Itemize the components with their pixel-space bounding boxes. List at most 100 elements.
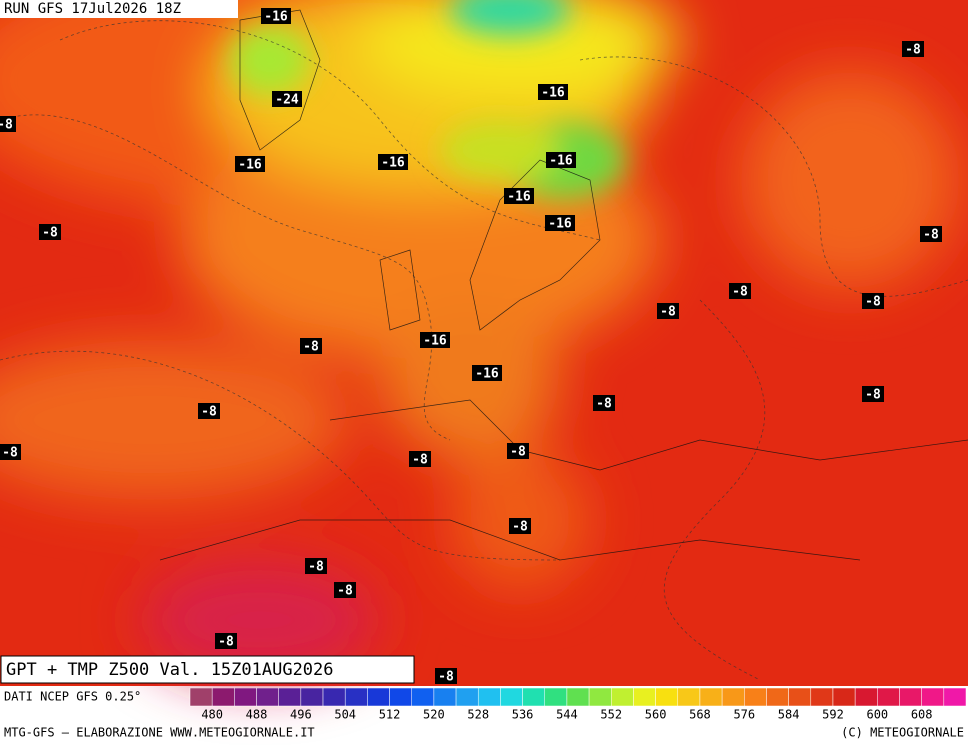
scale-swatch: [433, 687, 457, 707]
contour-label: -8: [201, 405, 217, 420]
label-box: [593, 395, 615, 411]
label-box: [0, 444, 21, 460]
scale-label: 608: [911, 708, 933, 722]
label-box: [507, 443, 529, 459]
scale-swatch: [211, 687, 235, 707]
contour-label: -16: [548, 217, 572, 232]
label-box: [272, 91, 302, 107]
scale-label: 480: [201, 708, 223, 722]
contour-label: -16: [541, 86, 565, 101]
scale-swatch: [411, 687, 435, 707]
label-box: [420, 332, 450, 348]
label-box: [546, 152, 576, 168]
label-box: [39, 224, 61, 240]
scale-swatch: [832, 687, 856, 707]
scale-swatch: [766, 687, 789, 707]
scale-swatch: [744, 687, 767, 707]
scale-swatch: [300, 687, 324, 707]
contour-label: -24: [275, 93, 299, 108]
scale-swatch: [234, 687, 257, 707]
label-box: [261, 8, 291, 24]
contour-label: -8: [865, 295, 881, 310]
field: [0, 0, 968, 686]
scale-swatch: [367, 687, 390, 707]
scale-label: 512: [379, 708, 401, 722]
map-title: GPT + TMP Z500 Val. 15Z01AUG2026: [6, 660, 334, 680]
scale-label: 576: [733, 708, 755, 722]
scale-swatch: [322, 687, 346, 707]
contour-label: -8: [905, 43, 921, 58]
label-box: [509, 518, 531, 534]
contour-label: -16: [475, 367, 499, 382]
header-box: [0, 0, 238, 18]
label-box: [920, 226, 942, 242]
contour-label: -8: [218, 635, 234, 650]
scale-swatch: [389, 687, 412, 707]
scale-swatch: [655, 687, 679, 707]
contour-label: -8: [337, 584, 353, 599]
contour-label: -8: [308, 560, 324, 575]
scale-label: 600: [866, 708, 888, 722]
title-box: [0, 655, 415, 684]
contour-label: -8: [0, 118, 13, 133]
scale-label: 536: [512, 708, 534, 722]
scale-swatch: [788, 687, 812, 707]
contour-label: -8: [42, 226, 58, 241]
label-box: [378, 154, 408, 170]
label-box: [729, 283, 751, 299]
contour-label: -8: [438, 670, 454, 685]
scale-swatch: [500, 687, 523, 707]
scale-label: 568: [689, 708, 711, 722]
scale-swatch: [699, 687, 723, 707]
run-info: RUN GFS 17Jul2026 18Z: [4, 1, 181, 17]
scale-swatch: [522, 687, 545, 707]
scale-swatch: [633, 687, 656, 707]
contour-label: -8: [303, 340, 319, 355]
contour-label: -8: [732, 285, 748, 300]
label-box: [902, 41, 924, 57]
label-box: [0, 116, 16, 132]
color-scale: 480 488 496 504 512 520 528 536 544 552 560 568 576 5…: [189, 687, 967, 722]
scale-swatch: [810, 687, 834, 707]
label-box: [235, 156, 265, 172]
scale-label: 592: [822, 708, 844, 722]
scale-label: 544: [556, 708, 578, 722]
scale-swatch: [854, 687, 878, 707]
scale-swatch: [677, 687, 701, 707]
contour-label: -16: [381, 156, 405, 171]
contour-label: -8: [412, 453, 428, 468]
label-box: [305, 558, 327, 574]
contour-label: -16: [238, 158, 262, 173]
scale-label: 552: [600, 708, 622, 722]
scale-swatch: [189, 687, 213, 707]
source: DATI NCEP GFS 0.25°: [4, 690, 141, 704]
contour-labels: -16 -8 -16 -24 -8 -16 -16 -16 -16 -8 -16 -8 -8 -8 -8 -1…: [0, 8, 942, 685]
label-box: [334, 582, 356, 598]
scale-swatch: [477, 687, 501, 707]
scale-swatch: [566, 687, 590, 707]
label-box: [657, 303, 679, 319]
contour-label: -8: [923, 228, 939, 243]
contour-label: -16: [549, 154, 573, 169]
contour-label: -16: [264, 10, 288, 25]
scale-swatch: [455, 687, 479, 707]
scale-swatch: [877, 687, 900, 707]
label-box: [300, 338, 322, 354]
scale-swatch: [721, 687, 745, 707]
label-box: [215, 633, 237, 649]
contour-label: -16: [507, 190, 531, 205]
label-box: [545, 215, 575, 231]
label-box: [198, 403, 220, 419]
label-box: [862, 386, 884, 402]
scale-swatch: [943, 687, 967, 707]
contour-label: -8: [660, 305, 676, 320]
scale-label: 504: [334, 708, 356, 722]
label-box: [435, 668, 457, 684]
label-box: [504, 188, 534, 204]
scale-label: 488: [246, 708, 268, 722]
scale-label: 560: [645, 708, 667, 722]
scale-label: 584: [778, 708, 800, 722]
scale-label: 528: [467, 708, 489, 722]
